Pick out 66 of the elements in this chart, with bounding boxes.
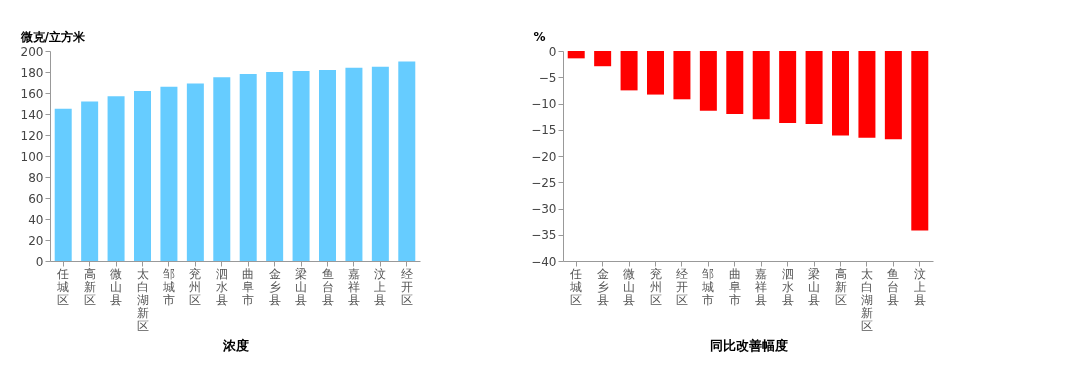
x-tick-label: 泗水县	[781, 266, 794, 307]
y-tick-label: −20	[531, 149, 557, 164]
y-tick-label: 200	[20, 44, 44, 59]
x-tick-label: 泗水县	[215, 266, 228, 307]
y-tick-label: −25	[531, 175, 557, 190]
y-tick-label: 100	[20, 149, 44, 164]
x-tick-label: 曲阜市	[242, 266, 255, 307]
y-tick-label: −40	[531, 254, 557, 269]
bar	[371, 66, 389, 261]
bar	[398, 61, 416, 261]
x-tick-label: 微山县	[623, 266, 636, 307]
y-tick-label: 0	[548, 44, 557, 59]
y-tick-label: −35	[531, 228, 557, 243]
bar	[213, 77, 231, 261]
x-tick-label: 经开区	[400, 266, 413, 307]
x-tick-label: 梁山县	[295, 266, 308, 307]
x-tick-label: 经开区	[675, 266, 688, 307]
bar	[186, 83, 204, 261]
x-tick-label: 任城区	[569, 266, 583, 307]
y-axis-title: %	[533, 29, 546, 44]
y-tick-label: 180	[20, 65, 44, 80]
x-tick-label: 鱼台县	[321, 266, 334, 307]
x-tick-label: 梁山县	[808, 266, 821, 307]
bar	[81, 101, 99, 261]
x-tick-label: 金乡县	[596, 266, 609, 307]
y-tick-label: 0	[35, 254, 44, 269]
bar	[160, 86, 178, 261]
bar	[345, 67, 363, 261]
x-tick-label: 汶上县	[913, 266, 926, 307]
y-tick-label: −5	[538, 70, 557, 85]
bar	[266, 72, 284, 261]
x-tick-label: 嘉祥县	[347, 266, 360, 307]
x-tick-label: 鱼台县	[887, 266, 900, 307]
x-axis-title: 浓度	[221, 337, 249, 353]
x-tick-label: 金乡县	[268, 266, 281, 307]
bar	[54, 108, 72, 261]
bar	[134, 90, 151, 261]
x-tick-label: 任城区	[56, 266, 70, 307]
y-tick-label: −10	[531, 97, 557, 111]
x-tick-label: 邹城市	[701, 266, 715, 307]
bar	[107, 96, 125, 261]
x-axis-title: 同比改善幅度	[709, 337, 788, 353]
x-tick-label: 邹城市	[161, 266, 175, 307]
x-tick-label: 高新区	[83, 266, 96, 307]
y-tick-label: −30	[531, 202, 557, 216]
y-tick-label: 80	[28, 170, 44, 185]
x-tick-label: 汶上县	[374, 266, 387, 307]
x-tick-label: 嘉祥县	[755, 266, 768, 307]
x-tick-label: 兖州区	[189, 266, 202, 307]
x-tick-label: 高新区	[834, 266, 847, 307]
y-axis-title: 微克/立方米	[19, 29, 86, 44]
bar	[292, 70, 310, 261]
bar	[319, 69, 336, 261]
x-tick-label: 曲阜市	[728, 266, 741, 307]
x-tick-label: 太白湖新区	[136, 266, 149, 333]
y-tick-label: 60	[28, 191, 44, 206]
x-tick-label: 太白湖新区	[860, 266, 873, 333]
x-tick-label: 微山县	[110, 266, 123, 307]
x-tick-label: 兖州区	[649, 266, 662, 307]
y-tick-label: 140	[20, 107, 44, 122]
y-tick-label: 120	[20, 128, 44, 143]
y-tick-label: 40	[28, 212, 44, 227]
y-tick-label: 160	[20, 86, 44, 101]
bar	[239, 74, 257, 261]
y-tick-label: 20	[28, 233, 44, 248]
y-tick-label: −15	[531, 123, 557, 138]
